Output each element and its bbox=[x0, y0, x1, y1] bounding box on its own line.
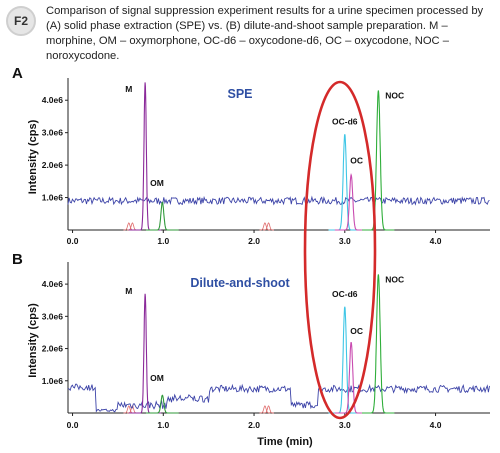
peak-m bbox=[128, 293, 162, 414]
y-tick-label: 1.0e6 bbox=[42, 376, 64, 386]
peak-label-om: OM bbox=[150, 178, 164, 188]
x-tick-label: 1.0 bbox=[157, 236, 169, 246]
figure-label: F2 bbox=[13, 14, 28, 28]
peak-label-oc-d6: OC-d6 bbox=[332, 117, 358, 127]
peak-oc-d6 bbox=[328, 306, 361, 414]
x-tick-label: 4.0 bbox=[430, 420, 442, 430]
y-tick-label: 2.0e6 bbox=[42, 160, 64, 170]
peak-label-noc: NOC bbox=[385, 275, 404, 285]
panel-a: A SPE 1.0e6 2.0e6 3.0e6 4.0e6 0.0 1.0 2.0 3.0 4.0 I… bbox=[12, 65, 490, 246]
peak-label-om: OM bbox=[150, 373, 164, 383]
y-tick-label: 4.0e6 bbox=[42, 279, 64, 289]
matrix-noise-trace bbox=[123, 222, 134, 231]
y-axis-label: Intensity (cps) bbox=[27, 303, 39, 378]
y-tick-label: 3.0e6 bbox=[42, 311, 64, 321]
peak-noc bbox=[362, 274, 395, 414]
matrix-noise-trace bbox=[263, 222, 274, 231]
panel-letter: B bbox=[12, 251, 23, 268]
panel-title: SPE bbox=[227, 87, 252, 101]
x-axis-label: Time (min) bbox=[257, 436, 313, 448]
x-tick-label: 4.0 bbox=[430, 236, 442, 246]
peak-m bbox=[128, 82, 162, 231]
matrix-noise-trace bbox=[263, 405, 274, 414]
x-tick-label: 0.0 bbox=[67, 236, 79, 246]
peak-oc bbox=[334, 341, 368, 414]
x-tick-label: 2.0 bbox=[248, 236, 260, 246]
peak-label-m: M bbox=[125, 84, 132, 94]
figure-badge: F2 bbox=[6, 6, 36, 36]
y-axis-label: Intensity (cps) bbox=[27, 119, 39, 194]
x-tick-label: 3.0 bbox=[339, 236, 351, 246]
matrix-noise-trace bbox=[259, 222, 271, 231]
peak-oc-d6 bbox=[328, 134, 361, 231]
baseline-trace bbox=[67, 195, 490, 206]
y-tick-label: 4.0e6 bbox=[42, 95, 64, 105]
peak-label-noc: NOC bbox=[385, 91, 404, 101]
x-tick-label: 1.0 bbox=[157, 420, 169, 430]
peak-oc bbox=[334, 172, 368, 231]
panel-letter: A bbox=[12, 65, 23, 82]
baseline-trace bbox=[67, 383, 490, 413]
figure-caption: Comparison of signal suppression experim… bbox=[46, 5, 484, 62]
peak-om bbox=[146, 394, 179, 414]
matrix-noise-trace bbox=[259, 405, 271, 414]
y-tick-label: 2.0e6 bbox=[42, 344, 64, 354]
highlight-ellipse bbox=[303, 80, 377, 420]
x-tick-label: 0.0 bbox=[67, 420, 79, 430]
peak-label-m: M bbox=[125, 286, 132, 296]
y-tick-label: 3.0e6 bbox=[42, 128, 64, 138]
x-tick-label: 2.0 bbox=[248, 420, 260, 430]
panel-title: Dilute-and-shoot bbox=[190, 276, 290, 290]
peak-om bbox=[146, 201, 179, 231]
peak-label-oc: OC bbox=[350, 326, 363, 336]
peak-noc bbox=[362, 90, 395, 231]
y-tick-label: 1.0e6 bbox=[42, 193, 64, 203]
peak-label-oc-d6: OC-d6 bbox=[332, 289, 358, 299]
x-tick-label: 3.0 bbox=[339, 420, 351, 430]
panel-b: B Dilute-and-shoot 1.0e6 2.0e6 3.0e6 4.0e6 0.0… bbox=[12, 251, 490, 448]
peak-label-oc: OC bbox=[350, 155, 363, 165]
